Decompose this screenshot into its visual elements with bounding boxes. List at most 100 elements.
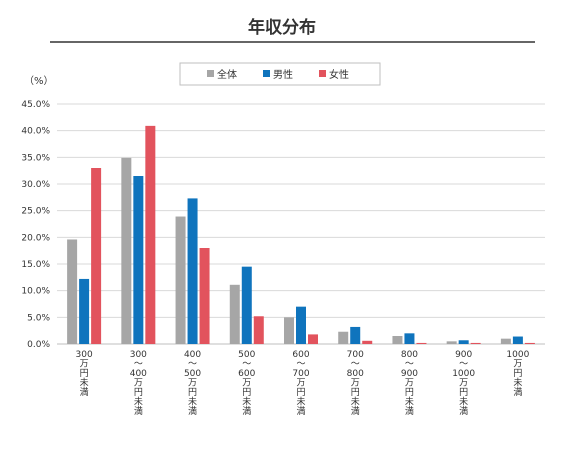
- x-axis-ticks: 300万円未満300〜400万円未満400〜500万円未満500〜600万円未満…: [76, 350, 530, 417]
- bars: [67, 125, 535, 344]
- x-tick-label-line: 円: [405, 387, 414, 398]
- bar-全体-6: [392, 336, 403, 344]
- bar-女性-8: [524, 342, 535, 344]
- x-tick-label-line: 未: [80, 377, 89, 389]
- x-tick-label-line: 〜: [296, 360, 305, 370]
- bar-男性-2: [187, 198, 198, 344]
- bar-女性-2: [199, 248, 210, 344]
- x-tick-label-line: 未: [459, 396, 468, 408]
- x-tick-label-line: 1000: [506, 350, 529, 360]
- y-tick-label: 15.0%: [21, 260, 50, 270]
- x-tick-label-line: 〜: [242, 360, 251, 370]
- y-axis-ticks: 0.0% 5.0% 10.0% 15.0% 20.0% 25.0% 30.0% 35.0% 40…: [21, 100, 50, 350]
- x-tick-label-line: 円: [134, 387, 143, 398]
- bar-女性-6: [416, 342, 427, 344]
- bar-男性-6: [404, 333, 415, 344]
- bar-全体-3: [229, 284, 240, 344]
- x-tick-label-line: 万: [134, 379, 143, 389]
- x-tick-label-line: 800: [347, 369, 364, 379]
- x-tick-label-line: 万: [513, 360, 522, 370]
- legend-swatch-女性: [319, 70, 326, 77]
- x-tick-label-line: 万: [459, 379, 468, 389]
- x-tick-label-line: 400: [184, 350, 201, 360]
- x-tick-label-line: 500: [184, 369, 201, 379]
- x-tick-label-line: 万: [296, 379, 305, 389]
- bar-全体-4: [284, 317, 294, 344]
- legend-swatch-全体: [207, 70, 214, 77]
- bar-男性-0: [79, 278, 90, 344]
- x-tick-label-line: 円: [188, 387, 197, 398]
- x-tick-label-line: 未: [134, 396, 143, 408]
- y-tick-label: 0.0%: [27, 340, 50, 350]
- legend-label: 女性: [329, 68, 349, 81]
- y-tick-label: 45.0%: [21, 100, 50, 110]
- x-tick-label-line: 300: [130, 350, 147, 360]
- x-tick-label-line: 〜: [405, 360, 414, 370]
- x-tick-label-line: 600: [292, 350, 309, 360]
- x-tick-label-line: 円: [459, 387, 468, 398]
- legend-label: 男性: [273, 68, 293, 81]
- bar-女性-5: [362, 340, 373, 344]
- x-tick-label-line: 万: [188, 379, 197, 389]
- bar-女性-3: [253, 316, 264, 344]
- x-tick-label-line: 満: [242, 406, 251, 417]
- bar-女性-1: [145, 125, 156, 344]
- y-tick-label: 35.0%: [21, 153, 50, 163]
- x-tick-label-line: 未: [188, 396, 197, 408]
- y-axis-unit-label: （%）: [24, 75, 54, 87]
- x-tick-label-line: 満: [134, 406, 143, 417]
- x-tick-label-line: 未: [405, 396, 414, 408]
- y-tick-label: 30.0%: [21, 180, 50, 190]
- bar-全体-2: [175, 216, 186, 344]
- x-tick-label-line: 円: [80, 368, 89, 379]
- bar-女性-0: [91, 168, 102, 344]
- bar-男性-5: [350, 326, 361, 344]
- x-tick-label-line: 満: [513, 387, 522, 398]
- bar-男性-7: [458, 340, 469, 344]
- bar-男性-8: [512, 336, 523, 344]
- x-tick-label-line: 円: [242, 387, 251, 398]
- x-tick-label-line: 満: [188, 406, 197, 417]
- x-tick-label-line: 900: [401, 369, 418, 379]
- x-tick-label-line: 900: [455, 350, 472, 360]
- x-tick-label-line: 300: [76, 350, 93, 360]
- x-tick-label-line: 未: [296, 396, 305, 408]
- x-tick-label-line: 万: [242, 379, 251, 389]
- x-tick-label-line: 400: [130, 369, 147, 379]
- x-tick-label-line: 満: [405, 406, 414, 417]
- chart-title: 年収分布: [248, 17, 316, 38]
- legend-swatch-男性: [263, 70, 270, 77]
- x-tick-label-line: 〜: [188, 360, 197, 370]
- bar-男性-3: [241, 266, 252, 344]
- x-tick-label-line: 800: [401, 350, 418, 360]
- x-tick-label-line: 〜: [351, 360, 360, 370]
- x-tick-label-line: 未: [242, 396, 251, 408]
- x-tick-label-line: 万: [405, 379, 414, 389]
- x-tick-label-line: 満: [459, 406, 468, 417]
- bar-全体-1: [121, 157, 132, 344]
- y-tick-label: 5.0%: [27, 313, 50, 323]
- legend: 全体 男性 女性: [179, 62, 381, 86]
- bar-全体-5: [338, 331, 349, 344]
- x-tick-label-line: 〜: [459, 360, 468, 370]
- x-tick-label-line: 万: [351, 379, 360, 389]
- y-tick-label: 25.0%: [21, 207, 50, 217]
- x-tick-label-line: 万: [80, 360, 89, 370]
- x-tick-label-line: 未: [351, 396, 360, 408]
- x-tick-label-line: 600: [238, 369, 255, 379]
- y-tick-label: 10.0%: [21, 287, 50, 297]
- bar-男性-4: [296, 306, 306, 344]
- legend-label: 全体: [217, 68, 237, 81]
- y-tick-label: 20.0%: [21, 233, 50, 243]
- x-tick-label-line: 満: [351, 406, 360, 417]
- x-tick-label-line: 未: [513, 377, 522, 389]
- x-tick-label-line: 満: [80, 387, 89, 398]
